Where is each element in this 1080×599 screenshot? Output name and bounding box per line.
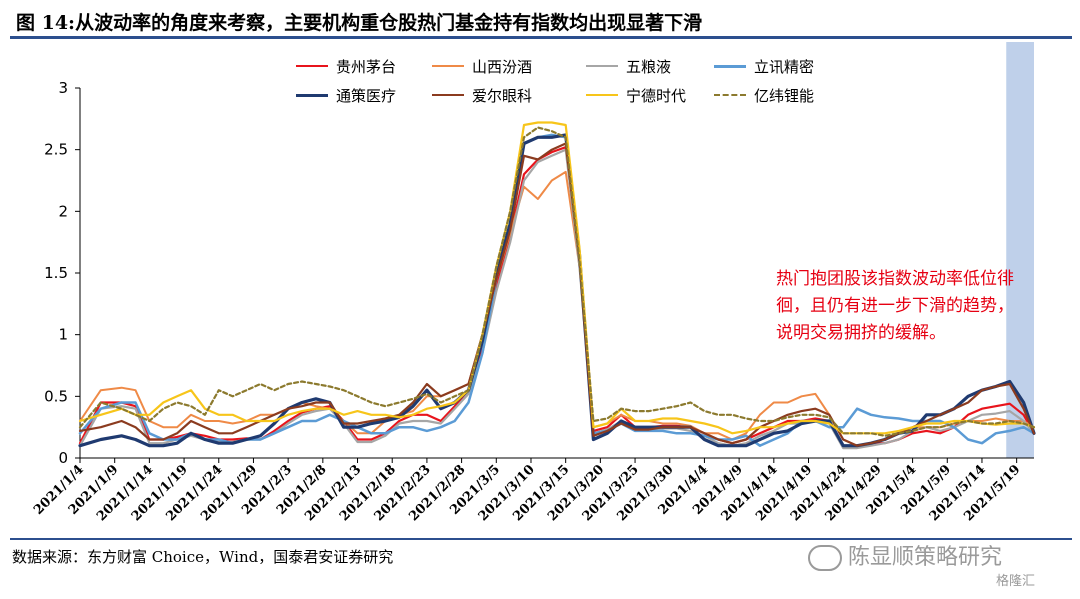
volatility-line-chart: 00.511.522.532021/1/42021/1/92021/1/1420… [31,42,1036,524]
legend-label: 爱尔眼科 [472,86,533,105]
source-divider [10,538,1072,540]
title-divider [10,36,1072,39]
series-layer [78,121,1036,450]
highlight-band-layer [1006,42,1034,458]
annotation-note: 热门抱团股该指数波动率低位徘徊，且仍有进一步下滑的趋势，说明交易拥挤的缓解。 [776,269,1014,343]
legend-item: 亿纬锂能 [714,83,814,107]
legend-label: 立讯精密 [754,57,815,76]
legend-swatch [586,65,618,67]
legend-item: 山西汾酒 [432,54,532,78]
source-badge: 格隆汇 [996,574,1036,589]
legend-swatch [586,94,618,96]
legend-swatch [432,94,464,96]
legend-swatch [714,64,746,68]
legend-item: 五粮液 [586,54,671,78]
legend-item: 贵州茅台 [296,54,396,78]
y-tick-label: 1.5 [44,264,68,282]
legend-label: 贵州茅台 [336,57,397,76]
watermark-text: 陈显顺策略研究 [848,545,1003,570]
legend-label: 五粮液 [626,57,672,76]
series-line-7 [78,126,1036,437]
data-source: 数据来源：东方财富 Choice，Wind，国泰君安证券研究 [12,548,394,566]
y-tick-label: 2 [58,202,68,220]
legend-swatch [714,94,746,96]
highlight-band [1006,42,1034,458]
y-tick-label: 3 [58,79,68,97]
legend-label: 亿纬锂能 [754,86,815,105]
legend-label: 山西汾酒 [472,57,533,76]
y-tick-label: 2.5 [44,141,68,159]
wechat-icon [808,545,842,571]
legend-swatch [296,93,328,97]
legend-item: 通策医疗 [296,83,396,107]
y-tick-label: 1 [58,326,68,344]
legend-label: 通策医疗 [336,86,397,105]
legend-swatch [432,65,464,67]
legend-swatch [296,65,328,67]
chart-title: 图 14:从波动率的角度来考察，主要机构重仓股热门基金持有指数均出现显著下滑 [16,12,703,34]
y-tick-label: 0 [58,449,68,467]
y-tick-label: 0.5 [44,387,68,405]
legend-item: 爱尔眼科 [432,83,532,107]
legend-item: 宁德时代 [586,83,686,107]
legend-label: 宁德时代 [626,86,687,105]
legend-item: 立讯精密 [714,54,814,78]
series-line-6 [78,121,1036,435]
watermark: 陈显顺策略研究 [808,539,1002,571]
